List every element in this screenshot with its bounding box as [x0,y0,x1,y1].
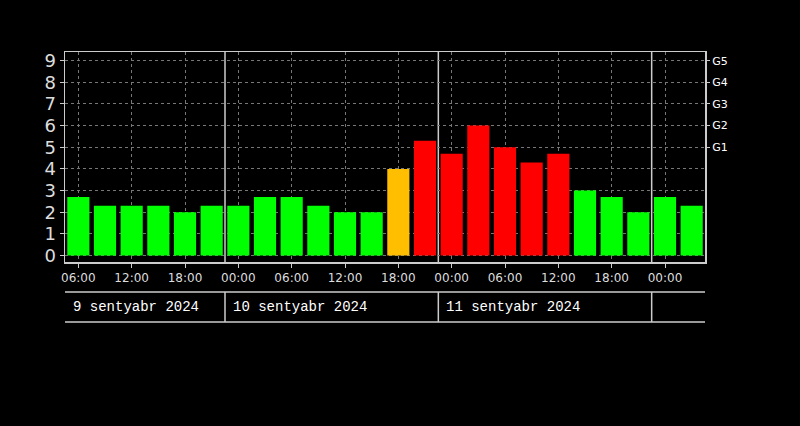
svg-text:G4: G4 [712,76,728,89]
svg-text:5: 5 [44,137,55,158]
svg-text:18:00: 18:00 [168,271,203,285]
svg-text:06:00: 06:00 [274,271,309,285]
svg-text:00:00: 00:00 [221,271,256,285]
svg-text:9: 9 [44,50,55,71]
svg-text:00:00: 00:00 [648,271,683,285]
svg-text:0: 0 [44,245,55,266]
svg-text:8: 8 [44,72,55,93]
svg-text:18:00: 18:00 [594,271,629,285]
svg-text:7: 7 [44,93,55,114]
svg-text:10 sentyabr 2024: 10 sentyabr 2024 [233,299,367,315]
svg-text:6: 6 [44,115,55,136]
svg-text:18:00: 18:00 [381,271,416,285]
svg-text:G3: G3 [712,98,728,111]
svg-text:9 sentyabr 2024: 9 sentyabr 2024 [73,299,199,315]
svg-text:3: 3 [44,180,55,201]
svg-text:G2: G2 [712,119,728,132]
svg-text:06:00: 06:00 [61,271,96,285]
svg-text:2: 2 [44,202,55,223]
svg-text:06:00: 06:00 [488,271,523,285]
svg-text:4: 4 [44,158,55,179]
svg-text:1: 1 [44,223,55,244]
svg-text:12:00: 12:00 [328,271,363,285]
svg-text:11 sentyabr 2024: 11 sentyabr 2024 [446,299,580,315]
svg-text:12:00: 12:00 [114,271,149,285]
svg-text:00:00: 00:00 [434,271,469,285]
svg-text:G5: G5 [712,55,728,68]
svg-text:G1: G1 [712,141,728,154]
svg-text:12:00: 12:00 [541,271,576,285]
